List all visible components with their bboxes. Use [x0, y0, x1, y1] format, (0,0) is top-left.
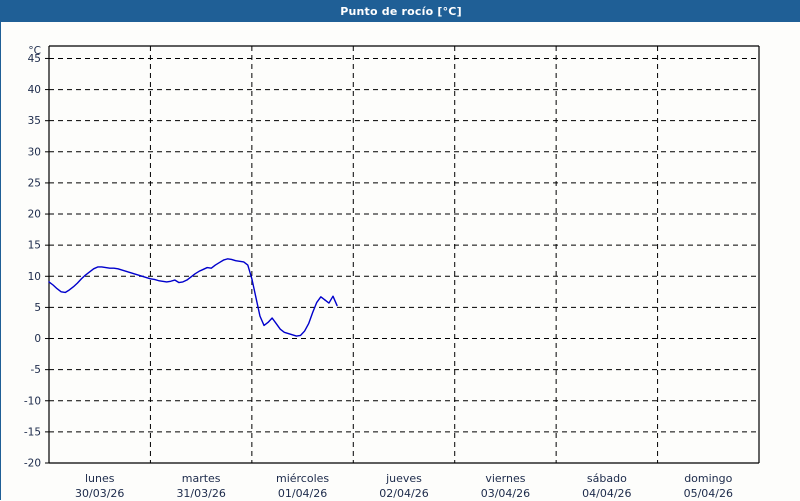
x-tick-date-label: 01/04/26: [278, 487, 327, 500]
y-tick-label: -15: [24, 426, 41, 438]
x-tick-date-label: 02/04/26: [379, 487, 428, 500]
x-tick-date-label: 05/04/26: [684, 487, 733, 500]
x-tick-day-label: miércoles: [276, 472, 329, 485]
x-tick-date-label: 03/04/26: [481, 487, 530, 500]
x-tick-date-label: 31/03/26: [176, 487, 225, 500]
y-tick-label: 30: [28, 146, 41, 158]
y-tick-label: 40: [28, 84, 41, 96]
y-tick-label: 15: [28, 240, 41, 252]
gridlines-group: [49, 57, 759, 433]
y-tick-label: 0: [34, 333, 41, 345]
x-tick-date-label: 04/04/26: [582, 487, 631, 500]
x-tick-date-label: 30/03/26: [75, 487, 124, 500]
plot-container: 45 40 35 30 25 20 15 10 5 0 -5 -10 -15 -20 °C lunes 30…: [1, 22, 800, 501]
x-gridlines-group: [149, 46, 659, 463]
x-tick-day-label: lunes: [85, 472, 115, 485]
y-axis-ticks-group: 45 40 35 30 25 20 15 10 5 0 -5 -10 -15 -20: [24, 53, 49, 470]
x-axis-labels-group: lunes 30/03/26 martes 31/03/26 miércoles 01/0…: [75, 472, 733, 500]
y-tick-label: 35: [28, 115, 41, 127]
x-tick-day-label: sábado: [587, 472, 627, 485]
y-axis-unit-label: °C: [28, 45, 41, 57]
x-tick-day-label: jueves: [385, 472, 422, 485]
y-tick-label: 5: [34, 302, 41, 314]
axes-group: [48, 45, 760, 464]
y-tick-label: 20: [28, 209, 41, 221]
y-tick-label: 45: [28, 53, 41, 65]
y-tick-label: 10: [28, 271, 41, 283]
series-line-dew-point: [324, 295, 338, 307]
x-tick-day-label: viernes: [485, 472, 525, 485]
y-tick-label: -5: [31, 364, 41, 376]
window-title-bar: Punto de rocío [°C]: [1, 1, 800, 22]
series-line-dew-point: [48, 258, 326, 337]
x-tick-day-label: domingo: [684, 472, 732, 485]
x-tick-day-label: martes: [182, 472, 221, 485]
dew-point-line-chart: 45 40 35 30 25 20 15 10 5 0 -5 -10 -15 -20 °C lunes 30…: [24, 45, 760, 500]
data-series-group: [48, 258, 338, 337]
y-tick-label: -10: [24, 395, 41, 407]
y-tick-label: 25: [28, 177, 41, 189]
y-tick-label: -20: [24, 458, 41, 470]
page-title: Punto de rocío [°C]: [340, 5, 462, 18]
